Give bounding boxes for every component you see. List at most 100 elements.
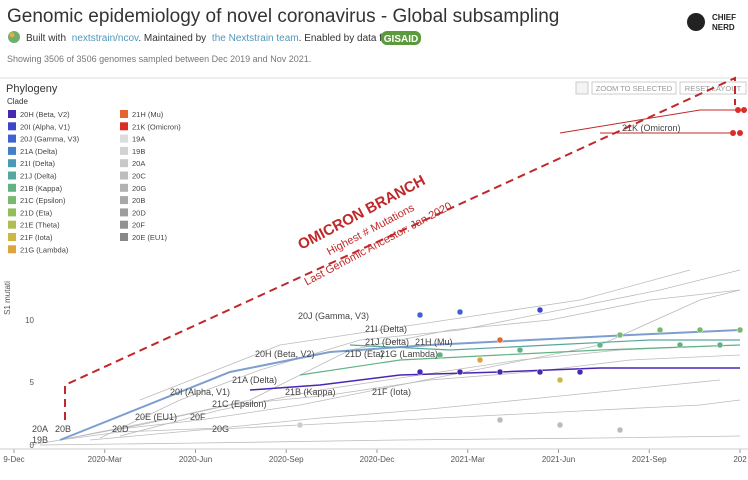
y-axis-label: S1 mutati bbox=[3, 281, 12, 315]
enabled: . Enabled by data from bbox=[299, 33, 400, 44]
legend-swatch bbox=[120, 208, 128, 217]
clade-label: 21D (Eta) bbox=[345, 349, 384, 359]
tree-labels: 20A 20B 19B 20D 20E (EU1) 20F 20G 20I (A… bbox=[32, 123, 681, 445]
x-tick-label: 9-Dec bbox=[3, 455, 24, 464]
clade-label: 21A (Delta) bbox=[232, 375, 277, 385]
legend-label: 21K (Omicron) bbox=[132, 122, 181, 131]
legend-label: 19A bbox=[132, 135, 145, 144]
legend-label: 21G (Lambda) bbox=[20, 245, 69, 254]
link[interactable]: nextstrain/ncov bbox=[72, 33, 139, 44]
legend-swatch bbox=[120, 122, 128, 131]
tree-tips bbox=[296, 306, 744, 434]
legend-label: 21A (Delta) bbox=[20, 147, 58, 156]
annotation: OMICRON BRANCH Highest # Mutations Last … bbox=[295, 172, 454, 288]
legend-swatch bbox=[8, 233, 16, 241]
x-tick-label: 2021-Jun bbox=[542, 455, 575, 464]
clade-label: 19B bbox=[32, 435, 48, 445]
clade-label: 21G (Lambda) bbox=[380, 349, 438, 359]
legend-swatch bbox=[120, 183, 128, 192]
clade-label: 20E (EU1) bbox=[135, 412, 177, 422]
logo-text: CHIEF bbox=[712, 13, 736, 22]
clade-label: 20F bbox=[190, 412, 206, 422]
clade-label: 21F (Iota) bbox=[372, 387, 411, 397]
legend-label: 20E (EU1) bbox=[132, 233, 168, 242]
x-tick-label: 2020-Dec bbox=[360, 455, 395, 464]
x-tick-label: 2020-Sep bbox=[269, 455, 304, 464]
legend-swatch bbox=[120, 171, 128, 180]
legend-swatch bbox=[8, 208, 16, 217]
y-tick-label: 5 bbox=[30, 378, 35, 387]
legend-swatch bbox=[8, 196, 16, 205]
legend-swatch bbox=[120, 110, 128, 118]
showing-text: Showing 3506 of 3506 genomes sampled bet… bbox=[7, 54, 311, 64]
clade-label: 21B (Kappa) bbox=[285, 387, 336, 397]
legend: 20H (Beta, V2) 20I (Alpha, V1) 20J (Gamma,… bbox=[8, 110, 181, 254]
logo-icon bbox=[687, 13, 705, 31]
legend-swatch bbox=[8, 110, 16, 118]
legend-label: 21C (Epsilon) bbox=[20, 196, 66, 205]
legend-label: 21J (Delta) bbox=[20, 172, 57, 181]
legend-label: 20H (Beta, V2) bbox=[20, 110, 70, 119]
nextstrain-icon-dot bbox=[9, 32, 15, 38]
x-tick-label: 2021-Sep bbox=[632, 455, 667, 464]
legend-label: 21I (Delta) bbox=[20, 159, 56, 168]
tree bbox=[29, 269, 741, 446]
legend-label: 21E (Theta) bbox=[20, 221, 60, 230]
omicron-branch bbox=[64, 76, 747, 420]
legend-label: 21F (Iota) bbox=[20, 233, 53, 242]
legend-swatch bbox=[8, 171, 16, 180]
clade-label: 20G bbox=[212, 424, 229, 434]
legend-swatch bbox=[120, 159, 128, 168]
y-tick-label: 10 bbox=[25, 316, 34, 325]
search-button[interactable] bbox=[575, 81, 589, 95]
clade-label: 21J (Delta) bbox=[365, 337, 409, 347]
legend-label: 20D bbox=[132, 208, 146, 217]
panel-title: Phylogeny bbox=[6, 83, 58, 95]
clade-label: 21H (Mu) bbox=[415, 337, 453, 347]
page-title: Genomic epidemiology of novel coronaviru… bbox=[7, 6, 559, 27]
axes: S1 mutati 0 5 10 9-Dec 2020-Mar 2020-Jun 2020-… bbox=[0, 281, 748, 464]
clade-label: 20B bbox=[55, 424, 71, 434]
legend-swatch bbox=[8, 245, 16, 254]
legend-label: 21B (Kappa) bbox=[20, 184, 63, 193]
x-tick-label: 2020-Jun bbox=[179, 455, 212, 464]
built-with: Built with bbox=[26, 33, 66, 44]
clade-label: 21I (Delta) bbox=[365, 324, 407, 334]
legend-label: 20J (Gamma, V3) bbox=[20, 135, 80, 144]
logo-text: NERD bbox=[712, 23, 735, 32]
clade-label: 20I (Alpha, V1) bbox=[170, 387, 230, 397]
x-tick-label: 2021-Mar bbox=[451, 455, 486, 464]
legend-swatch bbox=[8, 122, 16, 131]
legend-label: 21H (Mu) bbox=[132, 110, 164, 119]
legend-label: 20B bbox=[132, 196, 145, 205]
clade-label: 20H (Beta, V2) bbox=[255, 349, 315, 359]
legend-label: 20C bbox=[132, 172, 146, 181]
y-tick-label: 0 bbox=[30, 441, 35, 450]
zoom-button-label[interactable]: ZOOM TO SELECTED bbox=[596, 84, 673, 93]
legend-swatch bbox=[120, 220, 128, 229]
legend-label: 20I (Alpha, V1) bbox=[20, 122, 71, 131]
clade-label: 20J (Gamma, V3) bbox=[298, 311, 369, 321]
clade-label: 20D bbox=[112, 424, 129, 434]
legend-label: 21D (Eta) bbox=[20, 208, 53, 217]
legend-swatch bbox=[8, 134, 16, 143]
legend-swatch bbox=[8, 183, 16, 192]
legend-swatch bbox=[120, 233, 128, 241]
zoom-button[interactable] bbox=[591, 81, 677, 95]
link[interactable]: the Nextstrain team bbox=[212, 33, 299, 44]
x-tick-label: 2020-Mar bbox=[88, 455, 123, 464]
clade-label: 21K (Omicron) bbox=[622, 123, 681, 133]
clade-label: 21C (Epsilon) bbox=[212, 399, 267, 409]
nextstrain-icon bbox=[8, 31, 20, 43]
legend-swatch bbox=[120, 146, 128, 155]
subtitle: Built with nextstrain/ncov. Maintained b… bbox=[26, 33, 399, 44]
legend-label: 20A bbox=[132, 159, 145, 168]
legend-swatch bbox=[8, 146, 16, 155]
legend-label: 20G bbox=[132, 184, 146, 193]
gisaid-badge[interactable] bbox=[381, 31, 421, 45]
legend-label: 20F bbox=[132, 221, 145, 230]
maintained: . Maintained by bbox=[138, 33, 206, 44]
legend-label: 19B bbox=[132, 147, 145, 156]
legend-title[interactable]: Clade bbox=[7, 97, 28, 106]
gisaid-logo[interactable]: GISAID bbox=[384, 34, 418, 45]
